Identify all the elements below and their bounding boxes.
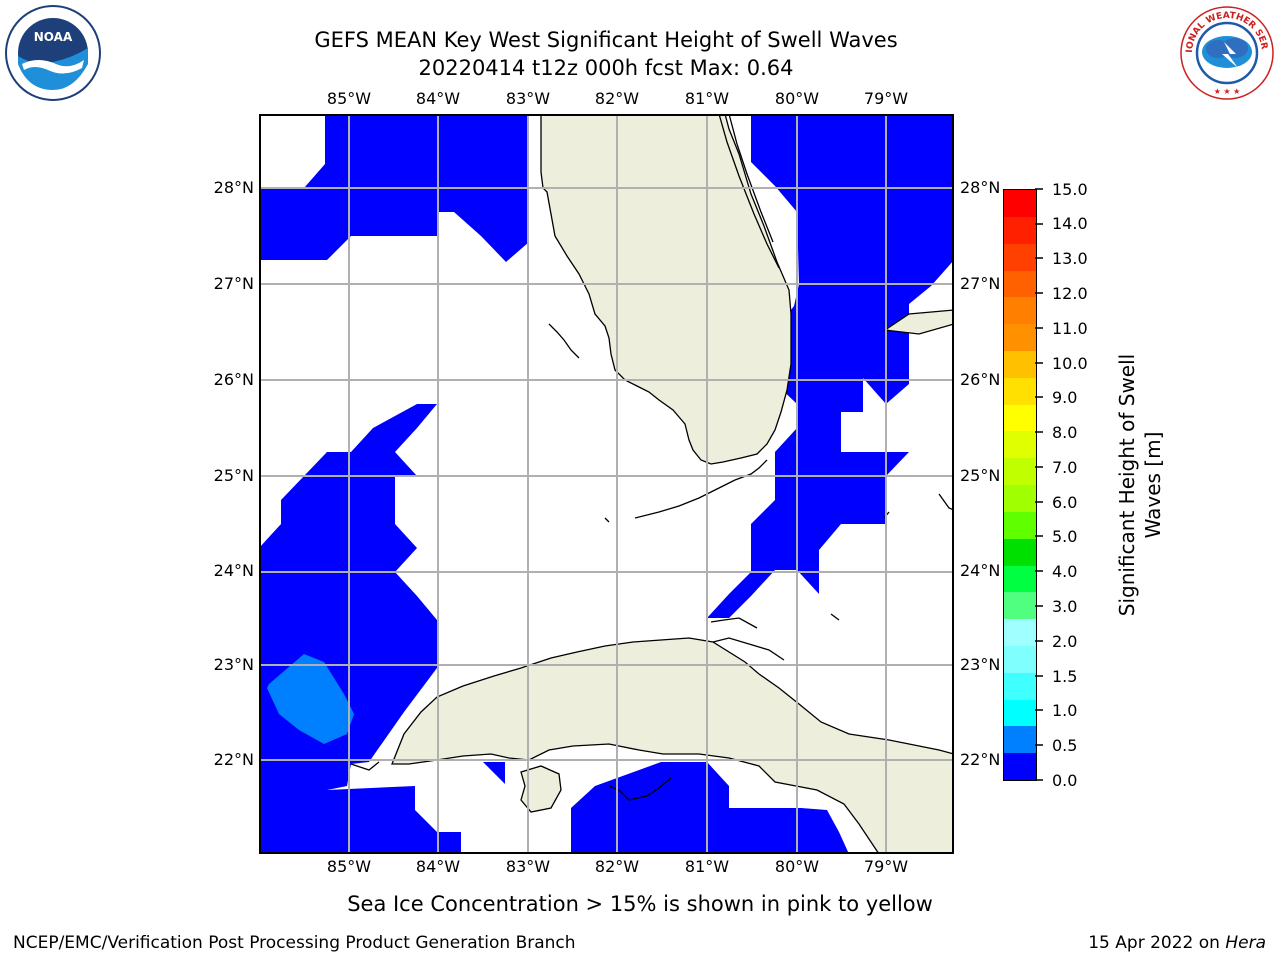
lon-label-top: 81°W <box>684 89 730 108</box>
colorbar-tick-label: 1.5 <box>1052 667 1078 686</box>
lat-label-right: 24°N <box>960 561 1001 580</box>
florida-land <box>529 114 792 465</box>
lon-label-bottom: 85°W <box>326 857 372 876</box>
colorbar-tick-label: 1.0 <box>1052 701 1078 720</box>
lon-label-bottom: 84°W <box>415 857 461 876</box>
colorbar-tick-label: 0.5 <box>1052 736 1078 755</box>
colorbar-segment <box>1004 377 1036 405</box>
lat-label-right: 27°N <box>960 274 1001 293</box>
gridlines <box>259 114 954 854</box>
lat-label-left: 27°N <box>213 274 254 293</box>
colorbar-segment <box>1004 699 1036 727</box>
footer-date: 15 Apr 2022 on Hera <box>1088 932 1266 954</box>
colorbar-segment <box>1004 592 1036 620</box>
colorbar-tick-label: 5.0 <box>1052 527 1078 546</box>
lat-label-right: 26°N <box>960 370 1001 389</box>
colorbar-tick-label: 2.0 <box>1052 632 1078 651</box>
lon-label-top: 80°W <box>774 89 820 108</box>
colorbar <box>1003 189 1037 781</box>
colorbar-tick-label: 3.0 <box>1052 597 1078 616</box>
colorbar-segment <box>1004 565 1036 593</box>
colorbar-segment <box>1004 297 1036 325</box>
colorbar-segment <box>1004 351 1036 378</box>
noaa-logo: NOAA <box>5 5 101 101</box>
lat-label-right: 22°N <box>960 750 1001 769</box>
nws-logo: ★ ★ ★ NATIONAL WEATHER SERVICE <box>1178 4 1274 100</box>
map-panel <box>259 114 954 854</box>
colorbar-tick-label: 8.0 <box>1052 423 1078 442</box>
lat-label-left: 24°N <box>213 561 254 580</box>
footer-date-text: 15 Apr 2022 on <box>1088 933 1226 953</box>
lat-label-right: 23°N <box>960 655 1001 674</box>
isle-of-youth <box>520 765 562 813</box>
lon-label-bottom: 83°W <box>505 857 551 876</box>
lon-label-bottom: 80°W <box>774 857 820 876</box>
colorbar-segment <box>1004 324 1036 351</box>
land-areas <box>391 114 954 854</box>
colorbar-tick-label: 14.0 <box>1052 214 1088 233</box>
lon-label-bottom: 81°W <box>684 857 730 876</box>
colorbar-segment <box>1004 619 1036 646</box>
colorbar-ticks <box>1035 188 1043 781</box>
colorbar-segment <box>1004 645 1036 673</box>
colorbar-tick-label: 10.0 <box>1052 354 1088 373</box>
swell-0.5-1.0-region <box>267 654 354 744</box>
lat-label-left: 23°N <box>213 655 254 674</box>
colorbar-segment <box>1004 216 1036 244</box>
colorbar-segment <box>1004 431 1036 459</box>
lat-label-right: 28°N <box>960 178 1001 197</box>
lat-label-left: 26°N <box>213 370 254 389</box>
footer-credit: NCEP/EMC/Verification Post Processing Pr… <box>13 933 576 953</box>
lat-label-left: 25°N <box>213 466 254 485</box>
colorbar-tick-label: 9.0 <box>1052 388 1078 407</box>
lon-label-top: 84°W <box>415 89 461 108</box>
colorbar-segment <box>1004 485 1036 512</box>
colorbar-label-line2: Waves [m] <box>1141 431 1165 539</box>
colorbar-label-line1: Significant Height of Swell <box>1115 353 1139 617</box>
colorbar-segment <box>1004 726 1036 754</box>
colorbar-tick-label: 15.0 <box>1052 180 1088 199</box>
svg-text:★ ★ ★: ★ ★ ★ <box>1214 87 1241 96</box>
chart-title-line1: GEFS MEAN Key West Significant Height of… <box>314 28 898 52</box>
colorbar-tick-label: 4.0 <box>1052 562 1078 581</box>
colorbar-segment <box>1004 511 1036 539</box>
colorbar-tick-label: 13.0 <box>1052 249 1088 268</box>
chart-title-line2: 20220414 t12z 000h fcst Max: 0.64 <box>418 56 794 80</box>
colorbar-segment <box>1004 753 1036 780</box>
bahamas-island <box>883 309 954 335</box>
noaa-logo-text: NOAA <box>34 30 73 44</box>
colorbar-tick-label: 11.0 <box>1052 319 1088 338</box>
lat-label-left: 22°N <box>213 750 254 769</box>
swell-0-0.5-region <box>259 114 954 854</box>
colorbar-segment <box>1004 190 1036 217</box>
sea-ice-note: Sea Ice Concentration > 15% is shown in … <box>347 892 933 916</box>
coastline-details <box>350 114 954 801</box>
lat-label-right: 25°N <box>960 466 1001 485</box>
colorbar-segment <box>1004 458 1036 486</box>
colorbar-tick-label: 12.0 <box>1052 284 1088 303</box>
colorbar-segment <box>1004 404 1036 432</box>
lon-label-top: 85°W <box>326 89 372 108</box>
colorbar-tick-label: 6.0 <box>1052 493 1078 512</box>
colorbar-segment <box>1004 538 1036 566</box>
colorbar-tick-label: 0.0 <box>1052 771 1078 790</box>
lon-label-top: 79°W <box>863 89 909 108</box>
footer-host: Hera <box>1225 933 1266 953</box>
lon-label-bottom: 79°W <box>863 857 909 876</box>
map-frame <box>259 114 954 854</box>
colorbar-segment <box>1004 672 1036 700</box>
lat-label-left: 28°N <box>213 178 254 197</box>
lon-label-top: 82°W <box>594 89 640 108</box>
colorbar-segment <box>1004 243 1036 271</box>
lon-label-top: 83°W <box>505 89 551 108</box>
colorbar-segment <box>1004 270 1036 298</box>
colorbar-tick-label: 7.0 <box>1052 458 1078 477</box>
lon-label-bottom: 82°W <box>594 857 640 876</box>
cuba-land <box>391 637 954 854</box>
